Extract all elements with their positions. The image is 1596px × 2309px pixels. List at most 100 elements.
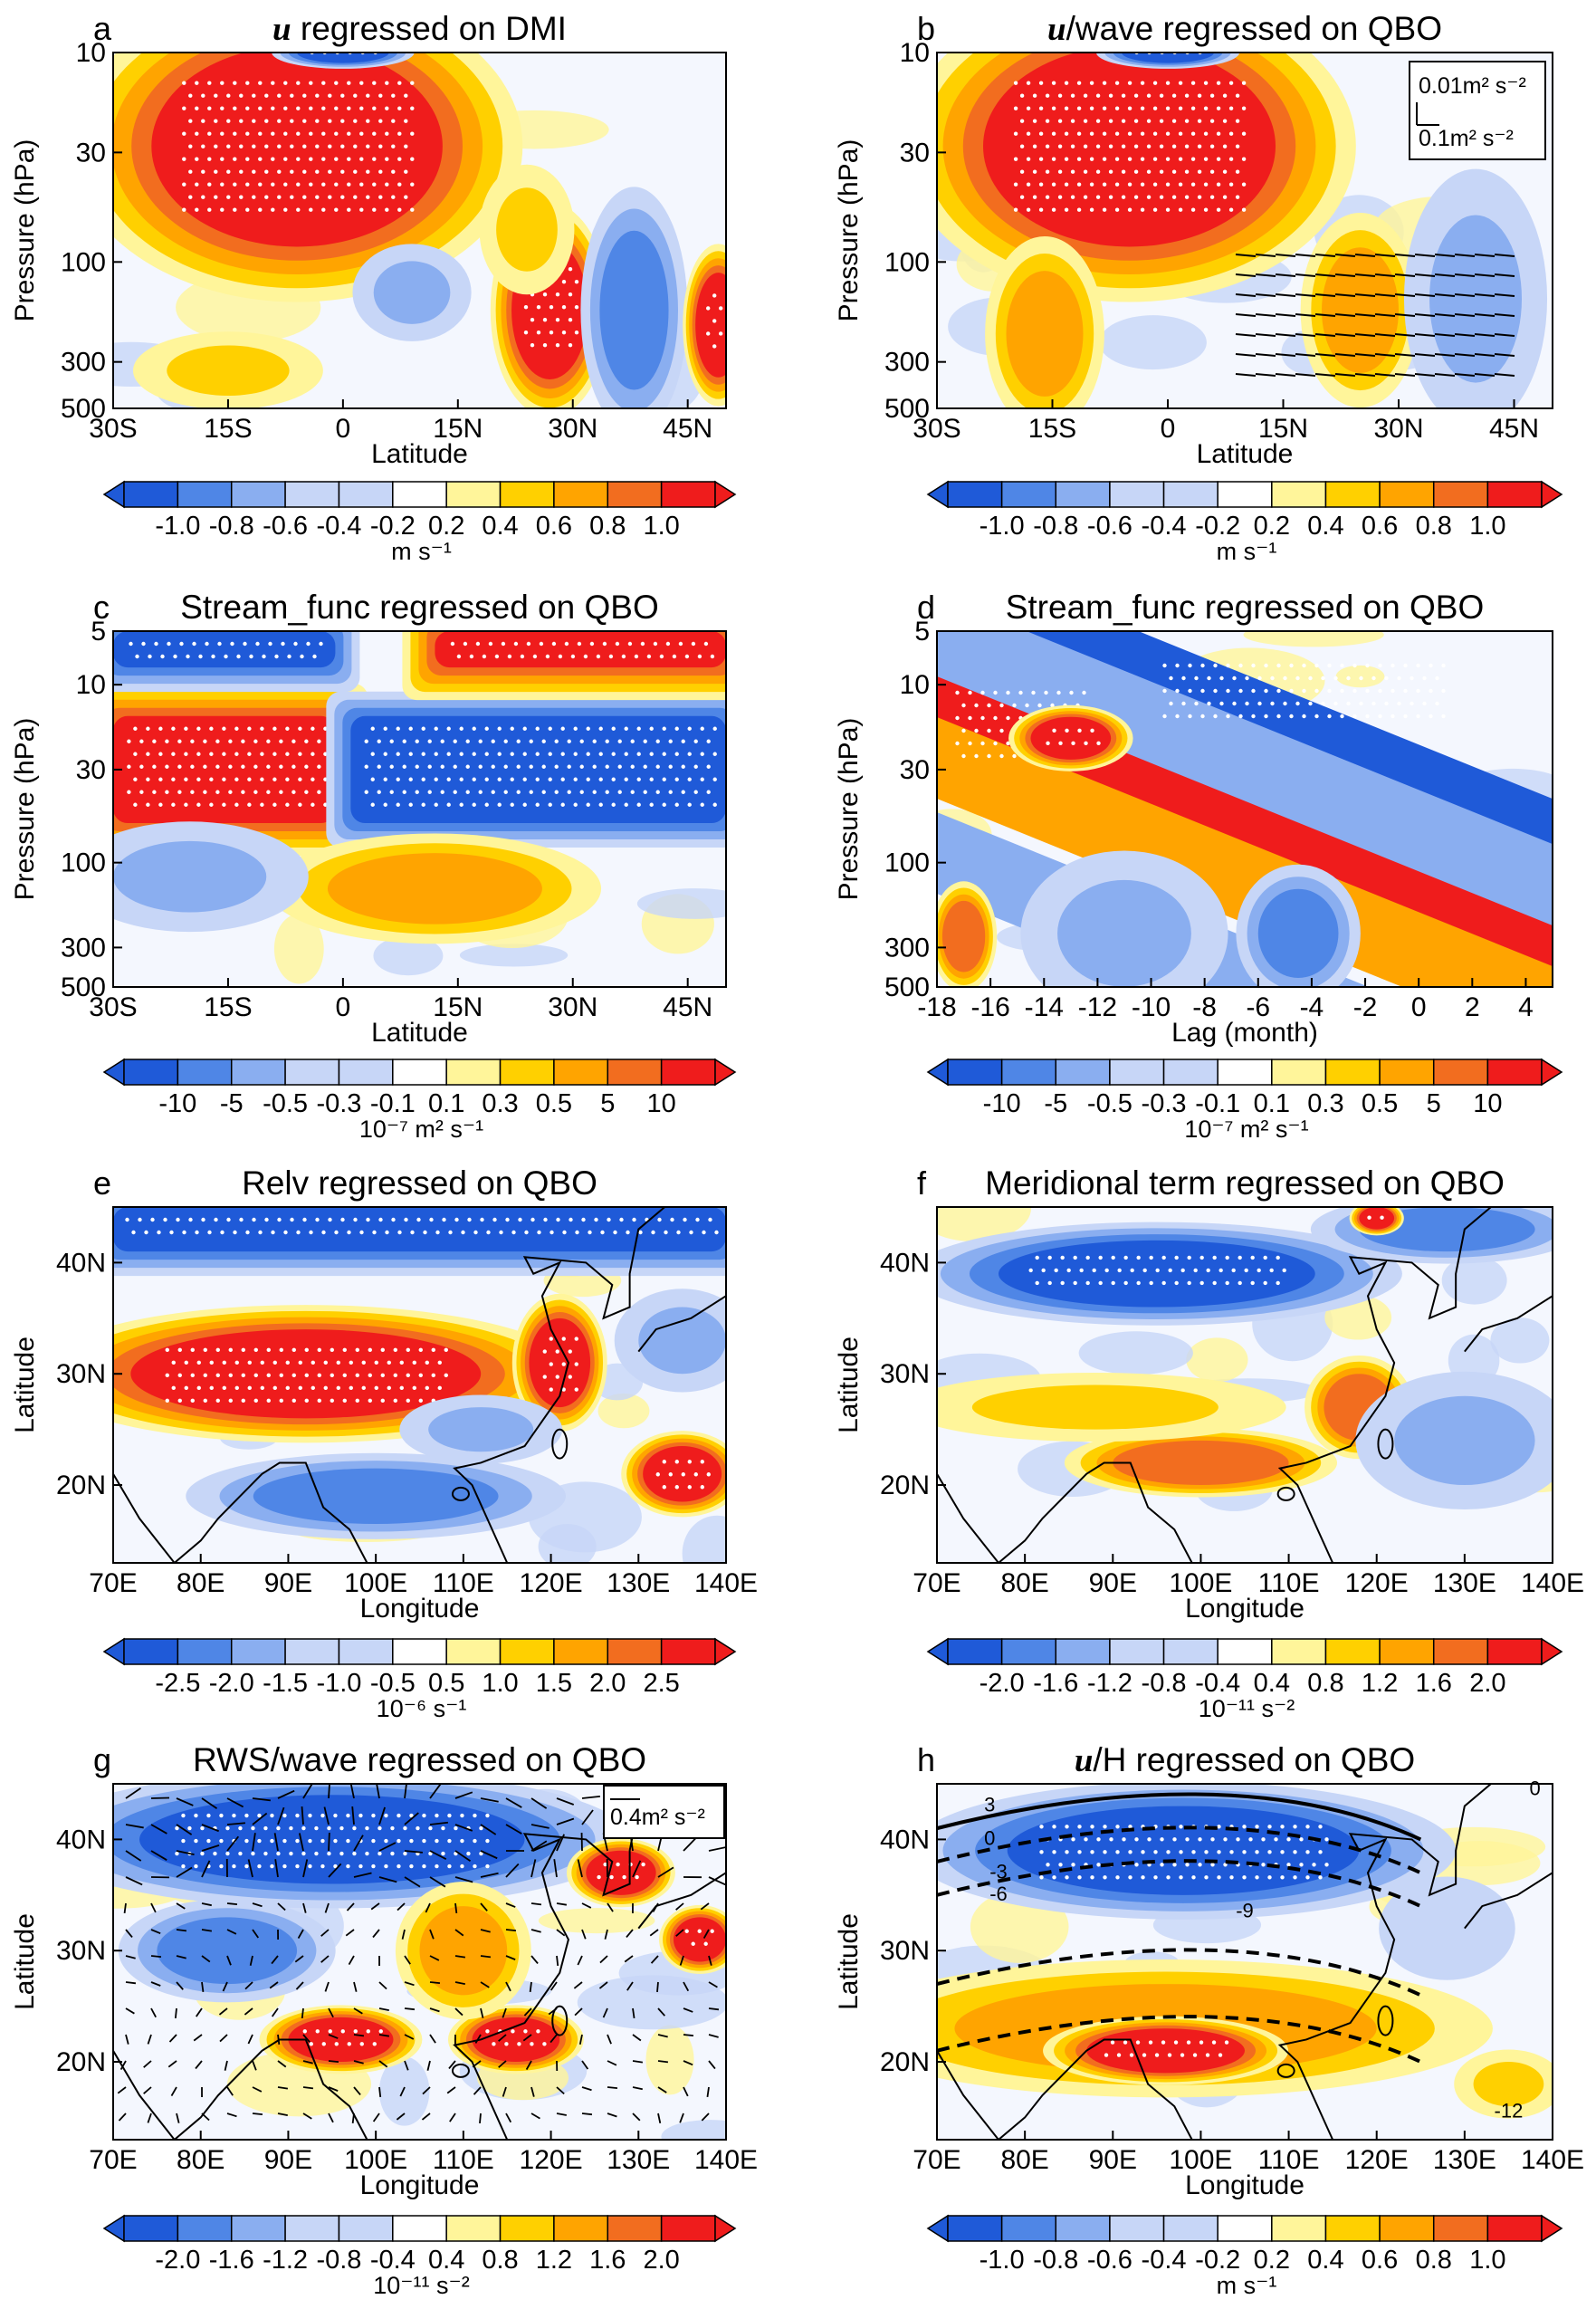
stipple-dot: [422, 1813, 426, 1818]
stipple-dot: [233, 1230, 237, 1235]
stipple-dot: [1064, 106, 1069, 110]
stipple-dot: [247, 777, 252, 781]
stipple-dot: [165, 1373, 169, 1378]
stipple-dot: [177, 790, 182, 794]
stipple-dot: [252, 169, 256, 174]
stipple-dot: [148, 654, 152, 659]
stipple-dot: [224, 654, 228, 659]
stipple-dot: [1102, 157, 1107, 161]
stipple-dot: [583, 654, 588, 659]
wave-arrow: [378, 1806, 386, 1825]
stipple-dot: [530, 342, 535, 348]
stipple-dot: [435, 1863, 439, 1869]
stipple-dot: [194, 1863, 198, 1869]
wave-arrow: [226, 1797, 244, 1808]
stipple-dot: [234, 777, 239, 781]
stipple-dot: [226, 169, 231, 174]
wave-arrow: [1255, 333, 1276, 337]
stipple-dot: [486, 1230, 491, 1235]
wave-arrow: [1354, 313, 1376, 317]
stipple-dot: [304, 739, 309, 743]
wave-arrow: [523, 2007, 532, 2017]
wave-arrow: [1334, 353, 1356, 357]
colorbar-unit: m s⁻¹: [1217, 538, 1277, 565]
wave-arrow: [650, 1955, 659, 1964]
stipple-dot: [1435, 675, 1439, 681]
colorbar-label: 0.3: [482, 1089, 518, 1118]
stipple-dot: [1114, 182, 1120, 187]
stipple-dot: [152, 790, 157, 794]
stipple-dot: [258, 1230, 263, 1235]
wave-arrow: [302, 2113, 312, 2120]
stipple-dot: [138, 1217, 142, 1222]
wave-arrow: [480, 1955, 492, 1959]
contour-fill: [1379, 1876, 1515, 1980]
stipple-dot: [308, 1838, 312, 1844]
stipple-dot: [1133, 119, 1139, 123]
colorbar-arrow-right: [714, 2214, 737, 2243]
stipple-dot: [184, 777, 188, 781]
stipple-dot: [459, 777, 464, 781]
stipple-dot: [1130, 1268, 1134, 1273]
wave-arrow: [176, 1866, 193, 1878]
wave-arrow: [1374, 373, 1396, 377]
coast-taiwan: [1377, 1428, 1394, 1460]
stipple-dot: [353, 144, 358, 149]
wave-arrow: [1275, 333, 1296, 337]
stipple-dot: [693, 739, 698, 743]
stipple-dot: [201, 169, 205, 174]
stipple-dot: [391, 93, 396, 98]
stipple-dot: [662, 777, 666, 781]
stipple-dot: [1190, 131, 1196, 136]
wave-arrow: [353, 2086, 361, 2095]
stipple-dot: [955, 715, 960, 721]
x-tick-label: 140E: [694, 1568, 758, 1598]
stipple-dot: [311, 726, 315, 731]
wave-arrow: [578, 2034, 583, 2045]
stipple-dot: [1069, 690, 1074, 695]
wave-arrow: [1454, 333, 1476, 337]
stipple-dot: [255, 641, 260, 647]
stipple-dot: [705, 331, 711, 336]
y-tick-label: 5: [914, 617, 930, 647]
stipple-dot: [1219, 1268, 1223, 1273]
colorbar-arrow-left: [102, 2214, 125, 2243]
coastline: [113, 1784, 726, 2140]
stipple-dot: [507, 654, 512, 659]
wave-arrow: [607, 2113, 617, 2118]
stipple-dot: [1070, 169, 1075, 174]
y-axis-label: Latitude: [834, 1337, 864, 1433]
contour-fill: [1429, 215, 1522, 383]
stipple-dot: [1238, 1280, 1242, 1286]
x-tick-label: -12: [1078, 992, 1117, 1022]
stipple-dot: [555, 292, 560, 297]
stipple-dot: [1115, 1875, 1120, 1880]
x-tick-label: 30S: [89, 414, 137, 444]
stipple-dot: [541, 764, 546, 769]
stipple-dot: [1384, 675, 1389, 681]
wave-arrow: [454, 1902, 458, 1914]
colorbar-segment: [499, 1059, 555, 1086]
stipple-dot: [406, 1398, 410, 1404]
stipple-dot: [196, 1385, 201, 1391]
x-tick-label: -6: [1246, 992, 1270, 1022]
stipple-dot: [1096, 741, 1101, 745]
stipple-dot: [1133, 169, 1139, 174]
stipple-dot: [1085, 1255, 1090, 1260]
stipple-dot: [1235, 93, 1240, 98]
wave-arrow: [328, 2086, 339, 2092]
stipple-dot: [630, 739, 635, 743]
stipple-dot: [298, 1385, 302, 1391]
contour-fill: [151, 53, 443, 247]
wave-arrow: [396, 2113, 406, 2121]
contour-fill: [496, 187, 558, 272]
wave-arrow: [150, 2007, 157, 2018]
stipple-dot: [271, 182, 275, 187]
y-axis-label: Latitude: [10, 1337, 40, 1433]
stipple-dot: [447, 1863, 452, 1869]
wave-arrow: [656, 1981, 659, 1993]
colorbar-label: -0.5: [1087, 1089, 1132, 1118]
contour-label: -9: [1236, 1899, 1254, 1921]
stipple-dot: [1200, 714, 1205, 719]
